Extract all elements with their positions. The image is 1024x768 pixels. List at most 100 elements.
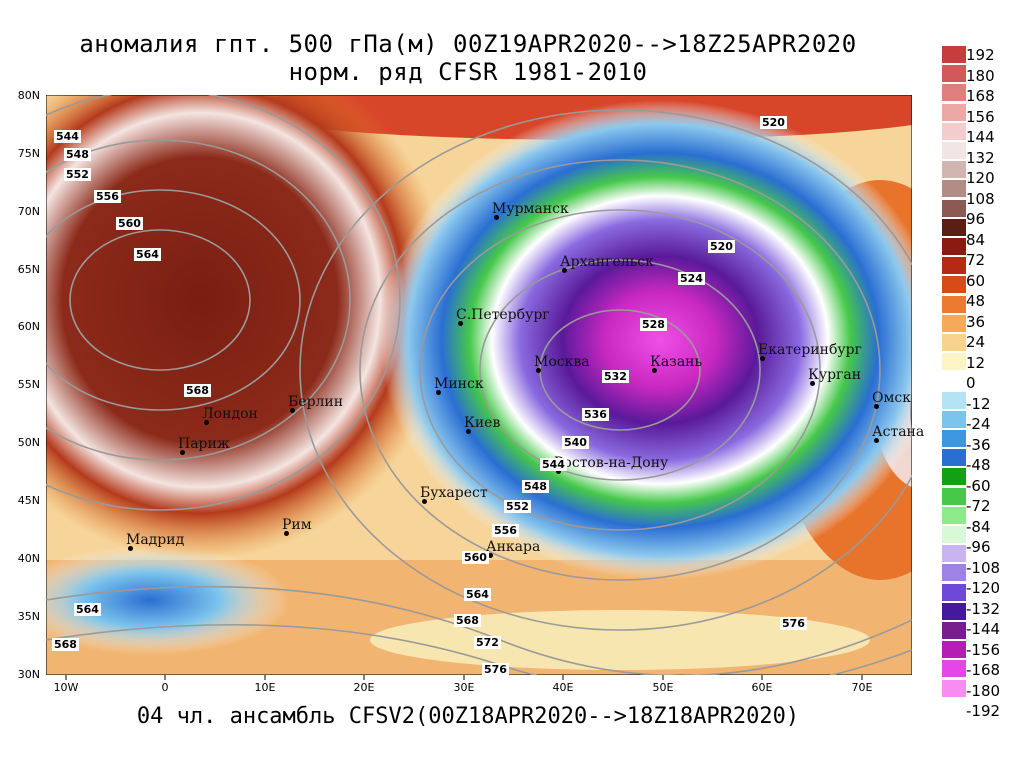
colorbar-swatch xyxy=(942,295,966,313)
lon-label: 0 xyxy=(161,681,169,694)
contour-label: 572 xyxy=(474,636,501,649)
colorbar-label: -168 xyxy=(966,661,1001,679)
colorbar-label: 48 xyxy=(966,292,986,310)
colorbar-swatch xyxy=(942,199,966,217)
lon-label: 50E xyxy=(652,681,674,694)
city-dot xyxy=(128,546,133,551)
colorbar-label: 168 xyxy=(966,87,995,105)
colorbar-swatch xyxy=(942,84,966,102)
lat-label: 70N xyxy=(17,205,40,218)
colorbar-swatch xyxy=(942,180,966,198)
contour-label: 520 xyxy=(760,116,787,129)
contour-label: 576 xyxy=(780,617,807,630)
field-layer xyxy=(46,95,912,675)
colorbar-swatch xyxy=(942,487,966,505)
city-dot xyxy=(290,408,295,413)
contour-label: 564 xyxy=(74,603,101,616)
city-label: Астана xyxy=(872,424,925,440)
colorbar-label: 180 xyxy=(966,66,995,85)
city-dot xyxy=(556,469,561,474)
colorbar-label: -132 xyxy=(966,599,1001,618)
colorbar-swatch xyxy=(942,602,966,620)
lat-label: 65N xyxy=(17,263,40,276)
colorbar-label: 120 xyxy=(966,169,995,187)
colorbar-label: -144 xyxy=(966,620,1001,638)
axis-ticks xyxy=(65,675,863,680)
lat-label: 75N xyxy=(17,147,40,160)
colorbar-swatch xyxy=(942,334,966,351)
contour-label: 552 xyxy=(504,500,531,513)
lon-label: 10E xyxy=(254,681,276,694)
lon-label: 20E xyxy=(353,681,375,694)
colorbar-swatch xyxy=(942,430,966,447)
contour-label: 568 xyxy=(454,614,481,627)
lat-label: 80N xyxy=(17,89,40,102)
colorbar-swatch xyxy=(942,526,966,543)
city-dot xyxy=(466,429,471,434)
contour-label: 568 xyxy=(52,638,79,651)
city-dot xyxy=(562,268,567,273)
lat-label: 55N xyxy=(17,378,40,391)
colorbar-swatch xyxy=(942,142,966,159)
city-dot xyxy=(874,404,879,409)
lat-label: 40N xyxy=(17,552,40,565)
colorbar-swatch xyxy=(942,353,966,371)
colorbar-swatch xyxy=(942,218,966,236)
contour-label: 540 xyxy=(562,436,589,449)
lat-label: 30N xyxy=(17,668,40,681)
contour-label: 556 xyxy=(94,190,121,203)
contour-label: 544 xyxy=(54,130,81,143)
contour-label: 576 xyxy=(482,663,509,676)
city-dot xyxy=(652,368,657,373)
colorbar-label: -180 xyxy=(966,681,1001,700)
colorbar-swatch xyxy=(942,583,966,601)
colorbar-label: -48 xyxy=(966,456,991,474)
lon-label: 70E xyxy=(851,681,873,694)
chart-subtitle: норм. ряд CFSR 1981-2010 xyxy=(288,58,648,86)
city-label: Москва xyxy=(534,354,590,370)
colorbar-label: -120 xyxy=(966,579,1001,597)
colorbar-label: -192 xyxy=(966,702,1001,720)
city-label: Лондон xyxy=(202,406,258,422)
lat-label: 35N xyxy=(17,610,40,623)
city-dot xyxy=(488,553,493,558)
contour-label: 520 xyxy=(708,240,735,253)
colorbar-swatch xyxy=(942,564,966,582)
colorbar-label: 84 xyxy=(966,230,986,249)
contour-label: 544 xyxy=(540,458,567,471)
colorbar-label: 192 xyxy=(966,46,995,64)
colorbar-swatch xyxy=(942,372,966,390)
colorbar-label: -12 xyxy=(966,394,991,413)
contour-label: 556 xyxy=(492,524,519,537)
contour-label: 560 xyxy=(462,551,489,564)
lon-label: 30E xyxy=(453,681,475,694)
colorbar-swatch xyxy=(942,660,966,678)
colorbar-label: -156 xyxy=(966,640,1001,659)
city-dot xyxy=(180,450,185,455)
city-label: Анкара xyxy=(486,539,541,555)
colorbar-label: 132 xyxy=(966,148,995,167)
colorbar-swatch xyxy=(942,46,966,63)
colorbar-label: 144 xyxy=(966,128,995,146)
city-dot xyxy=(284,531,289,536)
colorbar-label: 156 xyxy=(966,107,995,126)
colorbar-swatch xyxy=(942,276,966,294)
colorbar-swatch xyxy=(942,314,966,332)
colorbar-label: -60 xyxy=(966,476,991,495)
city-dot xyxy=(810,381,815,386)
city-dot xyxy=(436,390,441,395)
city-label: Ростов-на-Дону xyxy=(554,455,669,471)
city-dot xyxy=(536,368,541,373)
lat-label: 45N xyxy=(17,494,40,507)
colorbar-label: 60 xyxy=(966,271,986,290)
city-dot xyxy=(422,499,427,504)
colorbar-swatch xyxy=(942,410,966,428)
colorbar-swatch xyxy=(942,506,966,524)
contour-label: 568 xyxy=(184,384,211,397)
footer-text: 04 чл. ансамбль CFSV2(00Z18APR2020-->18Z… xyxy=(136,704,800,729)
lat-label: 60N xyxy=(17,320,40,333)
contour-label: 560 xyxy=(116,217,143,230)
chart-title: аномалия гпт. 500 гПа(м) 00Z19APR2020-->… xyxy=(79,30,857,58)
city-label: Омск xyxy=(872,390,911,406)
